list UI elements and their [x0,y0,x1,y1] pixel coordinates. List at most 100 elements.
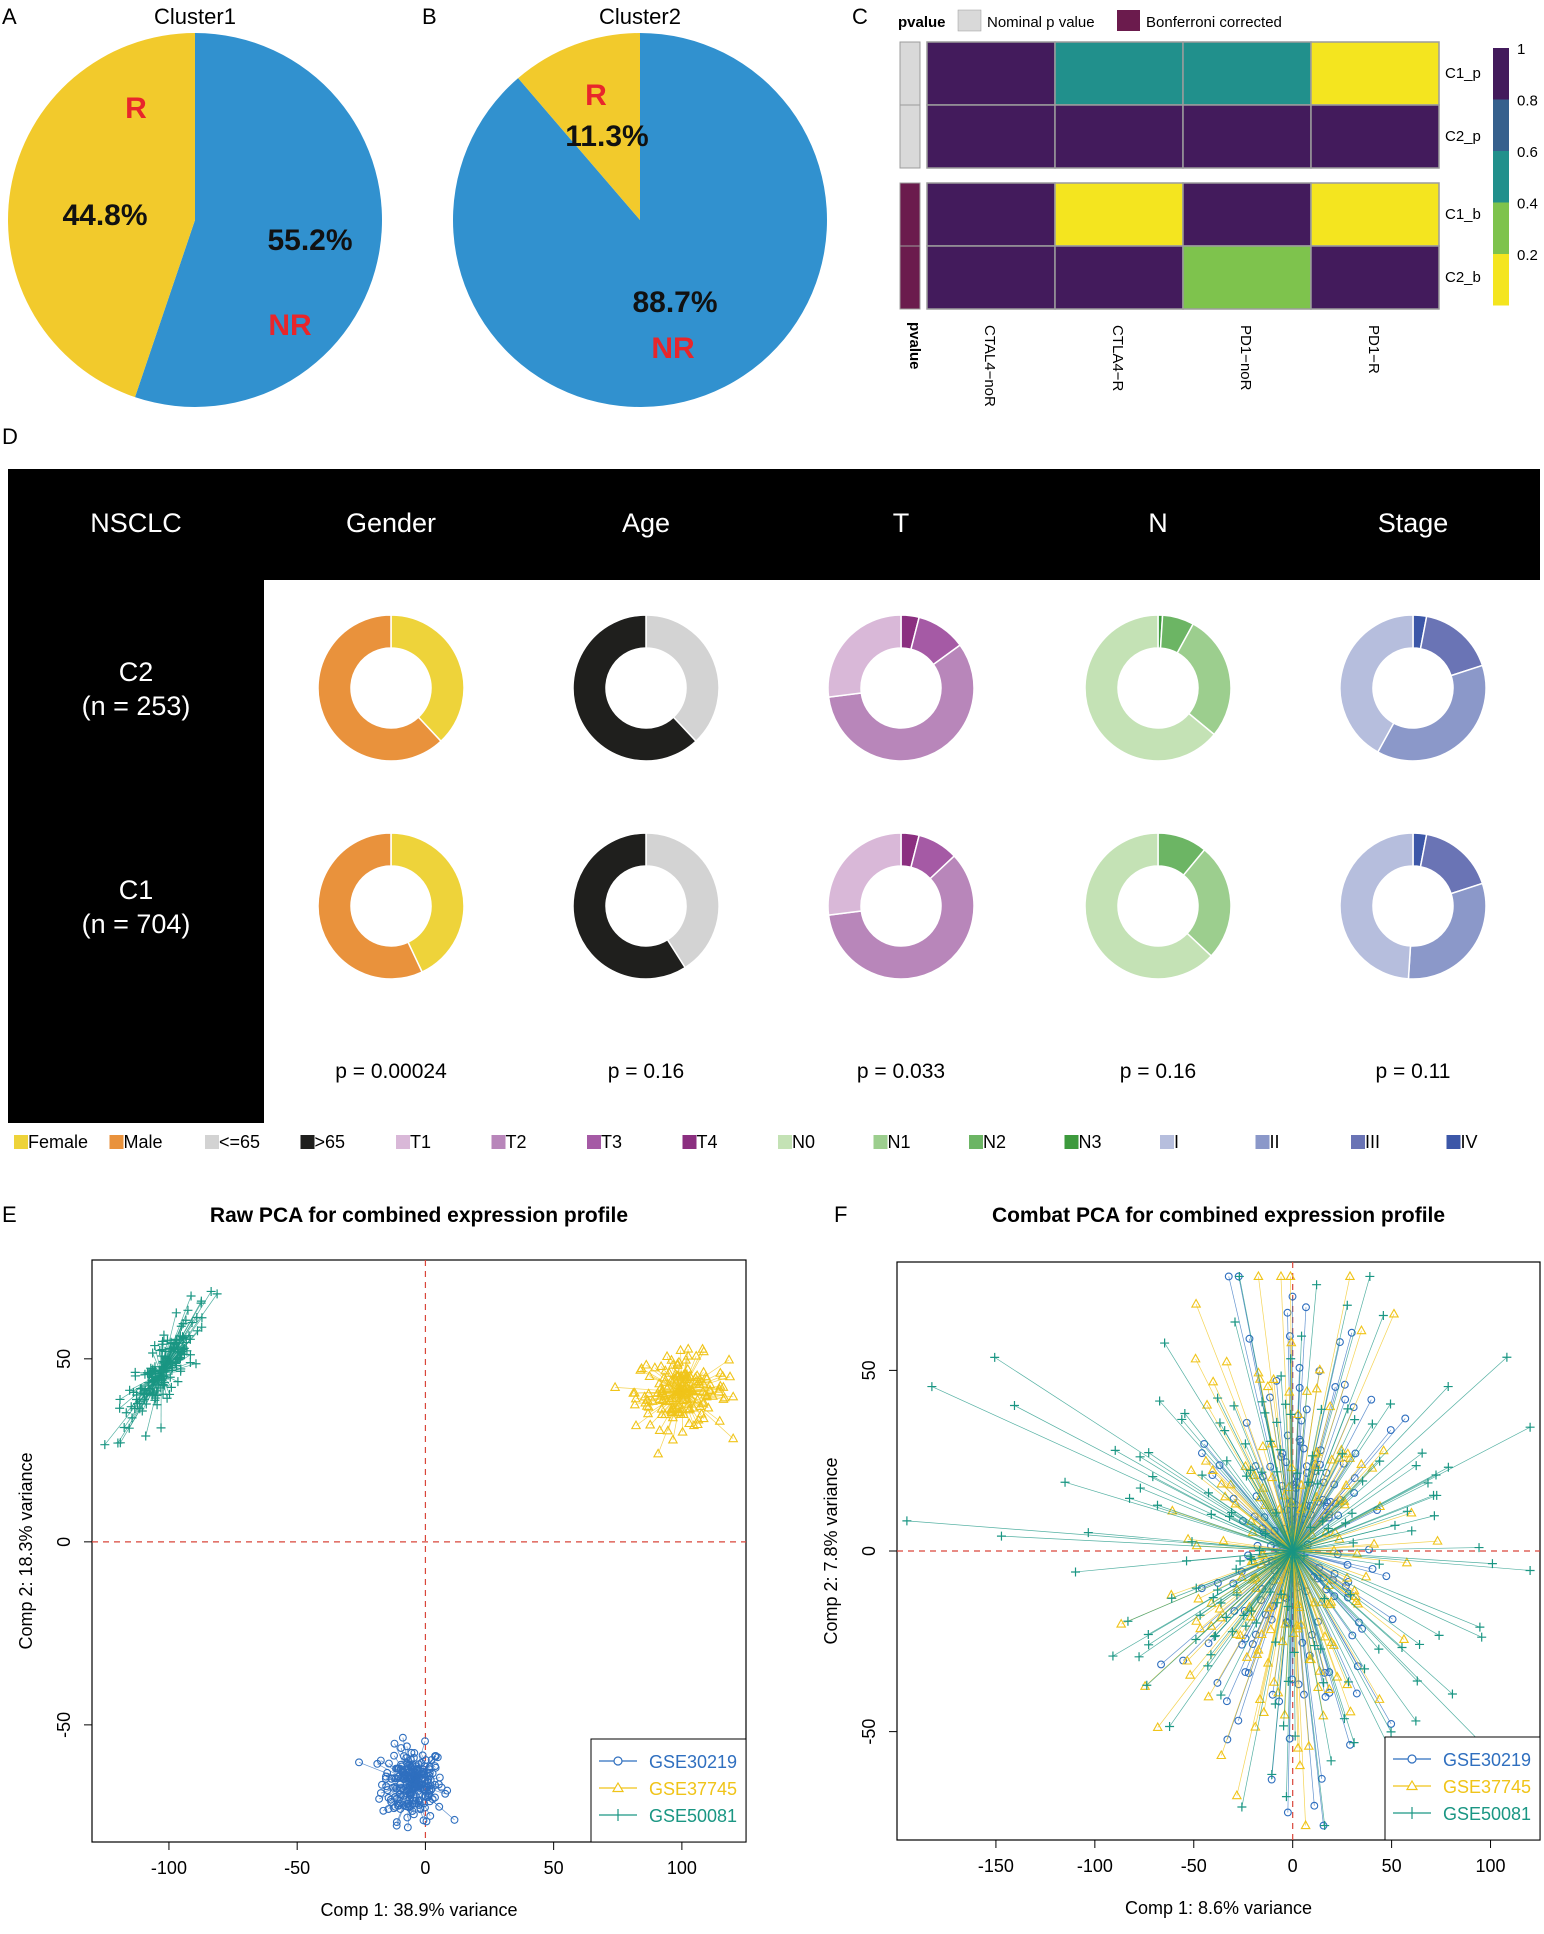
pca-point-gse50081 [171,1308,181,1318]
pca-point-gse37745 [697,1398,709,1408]
pie-percent-r: 11.3% [565,120,648,153]
pca-spider-line [1226,1460,1293,1552]
pca-point-gse30219 [1310,1801,1319,1810]
pca-point-gse50081 [100,1440,110,1450]
pca-spider-line [1292,1540,1438,1552]
legend-label: N0 [792,1132,815,1152]
pca-spider-line [1285,1404,1294,1552]
pca-point-gse37745 [719,1392,730,1402]
pca-point-gse50081 [162,1393,172,1403]
legend-label: <=65 [219,1132,260,1152]
pca-spider-line [1292,1495,1437,1552]
pca-spider-line [1292,1550,1440,1636]
pca-point-gse50081 [1281,1792,1291,1802]
pca-point-gse50081 [1411,1461,1421,1471]
pca-point-gse37745 [1326,1454,1337,1464]
donut-segment [645,832,720,969]
pca-point-gse37745 [1311,1383,1322,1393]
pca-point-gse30219 [408,1783,417,1792]
legend-label: N3 [1079,1132,1102,1152]
pca-spider-line [1292,1276,1371,1552]
pca-legend-marker [1407,1754,1417,1764]
pca-point-gse50081 [1367,1419,1377,1429]
pca-spider-line [1292,1453,1349,1552]
x-tick-label: -50 [1181,1856,1207,1876]
pca-point-gse30219 [1285,1734,1294,1743]
pca-point-gse30219 [1388,1615,1397,1624]
pca-point-gse37745 [675,1384,687,1394]
pca-spider-line [1221,1483,1293,1552]
pca-spider-line [1186,1550,1293,1662]
pca-point-gse50081 [1195,1610,1205,1620]
pca-spider-line [1199,1550,1293,1616]
pca-spider-line [681,1391,699,1425]
pie-label-r: R [125,92,147,125]
pca-legend-label: GSE50081 [649,1806,737,1826]
pca-point-gse50081 [1197,1470,1207,1480]
pca-point-gse37745 [661,1395,672,1406]
pca-point-gse37745 [1356,1325,1367,1335]
pie-label-nr: NR [651,332,695,365]
panel-label-f: F [834,1202,847,1227]
pca-point-gse37745 [1314,1665,1325,1675]
pca-point-gse50081 [1177,1414,1187,1424]
pca-point-gse50081 [1108,1651,1118,1661]
legend-swatch [873,1135,888,1149]
pca-point-gse37745 [642,1408,654,1418]
pca-point-gse30219 [409,1753,418,1762]
heatmap-column-label: CTAL4−noR [981,325,998,407]
pca-points [100,1286,739,1832]
donut-segment [645,614,720,743]
pca-point-gse50081 [1487,1559,1497,1569]
pca-spider-line [1292,1550,1481,1628]
donut-segment [1176,623,1232,736]
pca-point-gse37745 [700,1371,712,1381]
pca-spider-line [668,1385,683,1393]
pca-point-gse50081 [181,1315,191,1325]
pca-point-gse30219 [1204,1639,1213,1648]
pca-point-gse50081 [1349,1738,1359,1748]
pca-point-gse37745 [660,1365,671,1375]
pca-point-gse37745 [1182,1655,1193,1665]
donut-segment [390,614,465,743]
pca-spider-line [1292,1550,1392,1733]
pca-point-gse30219 [387,1774,396,1783]
legend-label: IV [1461,1132,1478,1152]
pca-point-gse50081 [1502,1352,1512,1362]
legend-swatch [491,1135,506,1149]
pca-spider-line [1292,1525,1396,1552]
pca-point-gse50081 [1447,1689,1457,1699]
legend-swatch [682,1135,697,1149]
pca-point-gse50081 [1216,1690,1226,1700]
pca-spider-line [160,1347,174,1374]
pca-spider-line [1220,1550,1294,1756]
pca-point-gse50081 [206,1286,216,1296]
pca-point-gse50081 [1477,1632,1487,1642]
pca-point-gse30219 [418,1769,427,1778]
pca-point-gse37745 [1275,1270,1287,1280]
pca-spider-line [1292,1386,1449,1552]
pca-point-gse30219 [1283,1808,1292,1817]
heatmap-legend-nominal: Nominal p value [987,14,1095,31]
pca-point-gse50081 [927,1382,937,1392]
pca-point-gse37745 [628,1387,639,1397]
pca-point-gse50081 [1360,1664,1370,1674]
colorbar-segment [1493,202,1509,254]
pca-point-gse37745 [1116,1618,1127,1628]
pca-point-gse50081 [1276,1371,1286,1381]
pca-point-gse50081 [1386,1727,1396,1737]
pca-point-gse50081 [148,1348,158,1358]
pca-point-gse50081 [1434,1630,1444,1640]
pca-point-gse30219 [410,1749,419,1757]
pca-spider-line [1207,1550,1293,1667]
pca-point-gse37745 [1216,1478,1227,1488]
pca-spider-line [1292,1550,1324,1683]
donut-segment [1376,664,1487,762]
pca-point-gse50081 [1343,1404,1353,1414]
heatmap-cell [926,245,1056,310]
pca-spider-line [1075,1550,1293,1573]
pca-point-gse37745 [1340,1479,1352,1490]
pca-point-gse50081 [1390,1520,1400,1530]
pca-point-gse50081 [1270,1699,1280,1709]
donut-segment [1339,614,1414,753]
